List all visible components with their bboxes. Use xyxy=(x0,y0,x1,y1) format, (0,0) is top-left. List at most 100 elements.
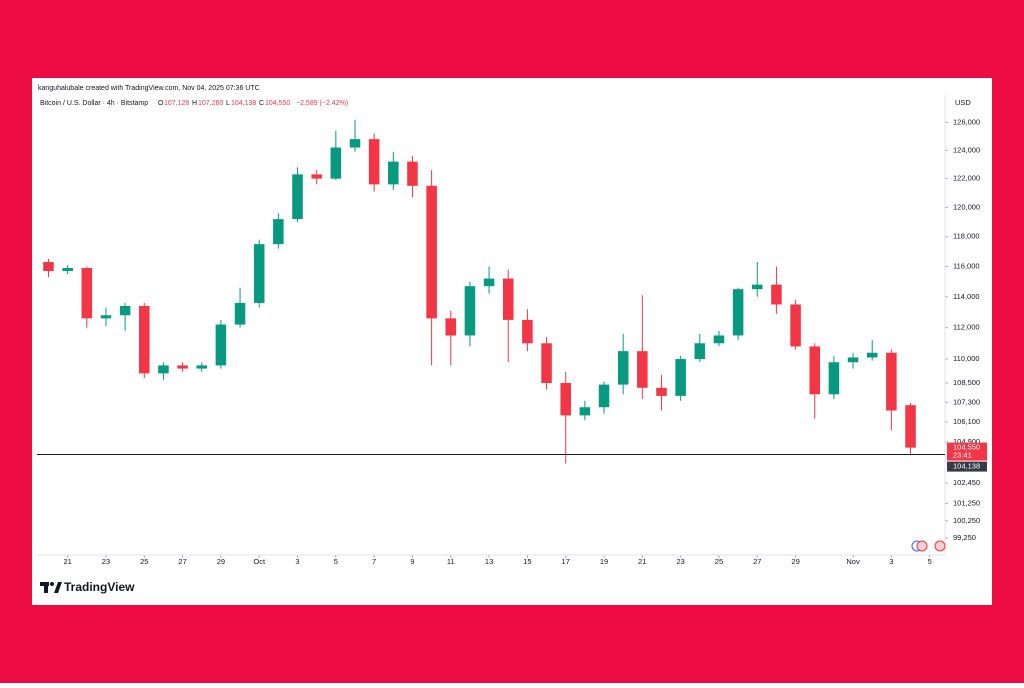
y-tick-label: 110,000 xyxy=(953,354,980,363)
candle-body xyxy=(522,319,533,344)
change: −2,589 (−2.42%) xyxy=(296,100,348,107)
currency: USD xyxy=(955,98,971,107)
x-tick-label: 11 xyxy=(447,557,455,566)
candle-body xyxy=(560,382,571,416)
x-tick-label: 17 xyxy=(562,557,570,566)
ohlc-value: 107,260 xyxy=(198,100,223,107)
candle-body xyxy=(234,302,246,325)
x-tick-label: 27 xyxy=(753,557,761,566)
candle-body xyxy=(905,405,916,448)
candle-body xyxy=(809,346,821,395)
logo-mark xyxy=(50,582,54,586)
x-tick-label: 23 xyxy=(102,557,110,566)
x-tick-label: 27 xyxy=(178,557,186,566)
candle-body xyxy=(637,351,648,388)
y-tick-label: 107,300 xyxy=(953,397,980,406)
y-tick-label: 112,000 xyxy=(953,323,980,332)
candle-body xyxy=(502,278,514,320)
y-tick-label: 120,000 xyxy=(953,202,980,211)
last-price-box xyxy=(947,442,987,461)
y-tick-label: 116,000 xyxy=(953,262,980,271)
event-icon[interactable] xyxy=(916,540,928,552)
x-tick-label: 25 xyxy=(140,557,148,566)
x-tick-label: 29 xyxy=(217,557,225,566)
x-tick-label: Nov xyxy=(846,557,860,566)
candle-body xyxy=(847,357,859,363)
logo-mark xyxy=(54,582,62,593)
low-box xyxy=(947,461,987,472)
ohlc-label: H xyxy=(192,100,197,107)
last-price-label: 104,550 xyxy=(953,443,980,452)
y-tick-label: 101,250 xyxy=(953,498,980,507)
candle-body xyxy=(119,306,131,316)
x-tick-label: 21 xyxy=(638,557,646,566)
x-tick-label: Oct xyxy=(253,557,266,566)
candle-body xyxy=(196,365,208,369)
candle-body xyxy=(62,268,73,272)
ohlc-label: O xyxy=(158,100,164,107)
candle-body xyxy=(311,174,322,179)
candle-body xyxy=(771,284,782,305)
candle-body xyxy=(292,174,303,220)
y-tick-label: 114,000 xyxy=(953,292,980,301)
panel xyxy=(32,78,992,605)
event-icons xyxy=(911,540,946,552)
candle-body xyxy=(253,244,265,303)
y-tick-label: 118,000 xyxy=(953,232,980,241)
ohlc-value: 104,550 xyxy=(265,100,290,107)
ohlc-value: 104,138 xyxy=(231,100,256,107)
candle-body xyxy=(81,268,93,319)
y-tick-label: 108,500 xyxy=(953,378,980,387)
logo-mark xyxy=(40,582,49,586)
candle-body xyxy=(656,387,667,396)
candle-body xyxy=(464,286,476,336)
x-tick-label: 7 xyxy=(372,557,376,566)
logo-text: TradingView xyxy=(64,580,135,594)
candle-body xyxy=(598,384,610,408)
candle-body xyxy=(752,284,763,290)
y-tick-label: 100,250 xyxy=(953,516,980,525)
x-tick-label: 15 xyxy=(523,557,531,566)
event-icon[interactable] xyxy=(934,540,946,552)
candle-body xyxy=(349,139,361,148)
candle-body xyxy=(541,343,552,383)
candle-body xyxy=(273,219,284,245)
candle-body xyxy=(43,262,54,272)
y-tick-label: 106,100 xyxy=(953,417,980,426)
candle-body xyxy=(732,289,744,336)
y-tick-label: 126,000 xyxy=(953,117,980,126)
x-tick-label: 5 xyxy=(928,557,932,566)
credit: kanguhalubale created with TradingView.c… xyxy=(38,85,260,92)
candle-body xyxy=(694,343,706,360)
candle-body xyxy=(579,407,591,416)
x-tick-label: 3 xyxy=(889,557,893,566)
low-label: 104,138 xyxy=(953,462,980,471)
ohlc-label: L xyxy=(226,100,230,107)
symbol: Bitcoin / U.S. Dollar · 4h · Bitstamp xyxy=(40,100,148,107)
candle-body xyxy=(790,304,801,347)
candle-body xyxy=(177,365,188,369)
x-tick-label: 5 xyxy=(334,557,338,566)
candle-body xyxy=(886,352,897,411)
candle-body xyxy=(445,318,457,336)
logo: TradingView xyxy=(40,580,135,594)
x-tick-label: 3 xyxy=(295,557,299,566)
candle-body xyxy=(368,139,380,185)
candle-body xyxy=(866,352,878,358)
y-tick-label: 104,900 xyxy=(953,437,980,446)
candle-body xyxy=(100,315,112,319)
candle-body xyxy=(158,365,169,374)
candle-body xyxy=(828,362,840,395)
x-tick-label: 21 xyxy=(63,557,71,566)
y-tick-label: 122,000 xyxy=(953,174,980,183)
countdown: 23:41 xyxy=(953,451,972,460)
y-tick-label: 99,250 xyxy=(953,533,976,542)
logo-mark xyxy=(44,586,48,593)
x-tick-label: 9 xyxy=(410,557,414,566)
candle-body xyxy=(330,147,342,179)
x-tick-label: 23 xyxy=(676,557,684,566)
x-tick-label: 13 xyxy=(485,557,493,566)
candle-body xyxy=(617,351,629,385)
y-tick-label: 102,450 xyxy=(953,478,980,487)
x-tick-label: 29 xyxy=(791,557,799,566)
